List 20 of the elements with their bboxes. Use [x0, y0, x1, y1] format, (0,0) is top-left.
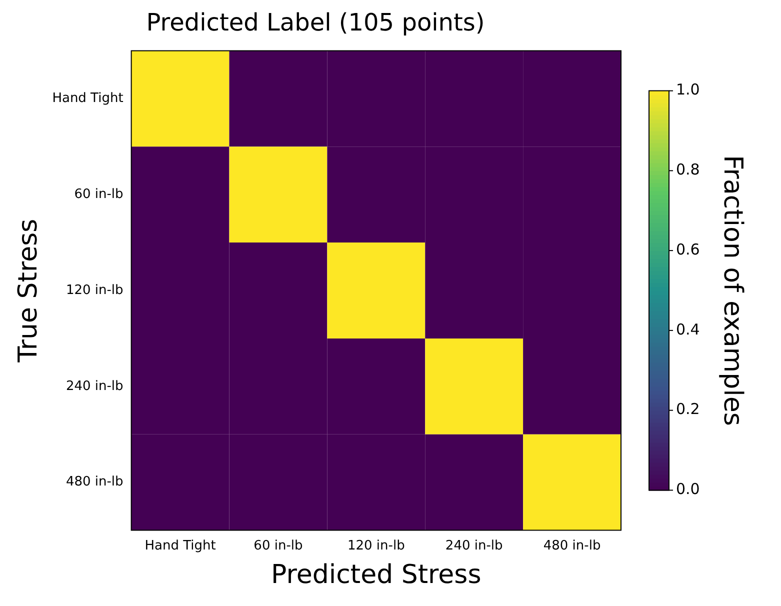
x-tick-label: 60 in-lb: [254, 538, 303, 554]
x-tick-label: 240 in-lb: [445, 538, 503, 554]
color-bar-label: 0.0: [676, 480, 700, 498]
y-axis-title: True Stress: [13, 218, 44, 364]
color-bar-title: Fraction of examples: [717, 155, 748, 426]
y-tick-label: 480 in-lb: [66, 474, 124, 490]
y-tick-label: Hand Tight: [52, 91, 124, 106]
color-bar-label: 0.6: [676, 240, 700, 258]
x-tick-label: Hand Tight: [144, 538, 216, 554]
color-bar-label: 0.8: [676, 160, 700, 179]
y-tick-label: 60 in-lb: [74, 186, 124, 202]
x-tick-label: 480 in-lb: [543, 538, 601, 554]
x-axis-title: Predicted Stress: [271, 560, 482, 590]
color-bar-label: 0.2: [676, 400, 700, 418]
x-tick-label: 120 in-lb: [347, 538, 405, 554]
y-tick-label: 120 in-lb: [66, 282, 124, 298]
y-tick-label: 240 in-lb: [66, 378, 124, 394]
color-bar-label: 1.0: [676, 80, 700, 99]
color-bar-label: 0.4: [676, 320, 700, 338]
chart-title: Predicted Label (105 points): [146, 8, 485, 37]
